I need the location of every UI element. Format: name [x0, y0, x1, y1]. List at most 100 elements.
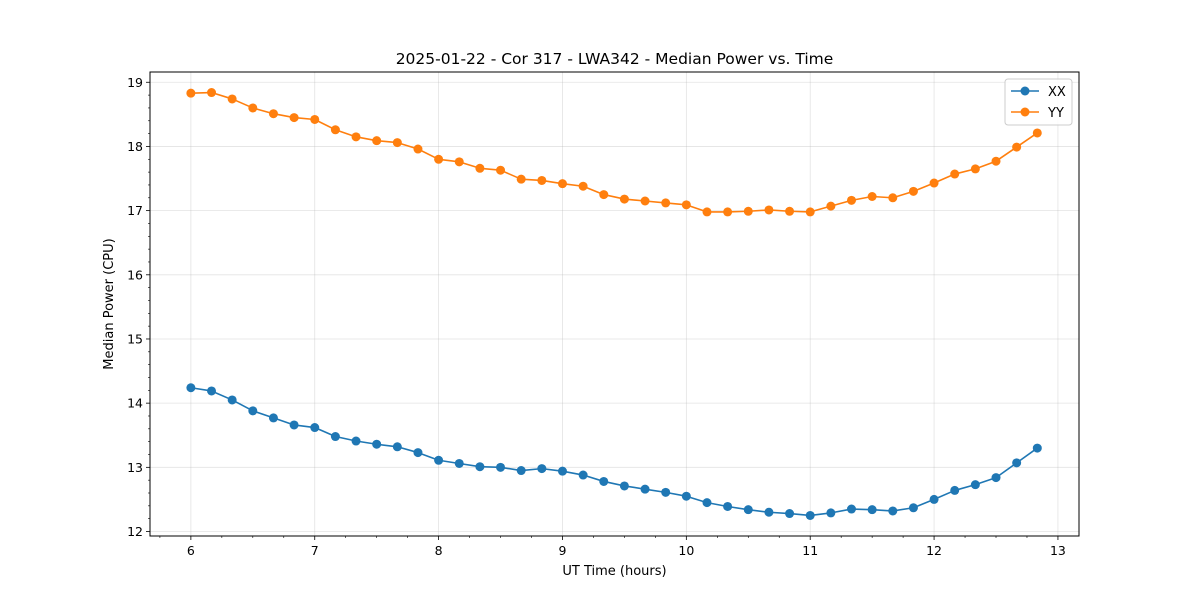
y-tick-label: 14	[127, 396, 143, 411]
data-point-xx	[475, 462, 485, 472]
x-axis: 6 7 8 9 10 11 12 13	[159, 536, 1066, 558]
data-point-yy	[248, 103, 258, 113]
plot-frame	[149, 71, 1080, 537]
x-tick-label: 8	[435, 543, 443, 558]
data-point-yy	[805, 207, 815, 217]
y-tick-label: 17	[127, 203, 143, 218]
data-point-xx	[392, 442, 402, 452]
data-point-yy	[454, 157, 464, 167]
data-point-yy	[372, 136, 382, 146]
data-point-xx	[619, 481, 629, 491]
data-point-yy	[392, 138, 402, 148]
data-point-yy	[516, 174, 526, 184]
data-point-yy	[268, 109, 278, 119]
data-point-yy	[310, 114, 320, 124]
data-point-xx	[970, 480, 980, 490]
x-tick-label: 13	[1050, 543, 1066, 558]
data-point-xx	[929, 494, 939, 504]
data-point-xx	[661, 487, 671, 497]
x-axis-label: UT Time (hours)	[562, 564, 666, 579]
data-point-xx	[599, 476, 609, 486]
series-layer	[186, 88, 1042, 520]
data-point-yy	[496, 165, 506, 175]
data-point-xx	[991, 473, 1001, 483]
x-tick-label: 10	[678, 543, 694, 558]
data-point-yy	[578, 181, 588, 191]
data-point-yy	[227, 94, 237, 104]
data-point-xx	[950, 485, 960, 495]
data-point-yy	[950, 169, 960, 179]
data-point-yy	[991, 156, 1001, 166]
data-point-yy	[619, 194, 629, 204]
data-point-yy	[640, 196, 650, 206]
data-point-xx	[867, 505, 877, 515]
y-tick-label: 15	[127, 331, 143, 346]
x-tick-label: 7	[311, 543, 319, 558]
data-point-xx	[826, 508, 836, 518]
x-tick-label: 9	[558, 543, 566, 558]
data-point-xx	[330, 432, 340, 442]
data-point-xx	[557, 466, 567, 476]
data-point-yy	[207, 88, 217, 98]
x-tick-label: 12	[926, 543, 942, 558]
data-point-xx	[207, 386, 217, 396]
data-point-xx	[516, 466, 526, 476]
data-point-xx	[908, 503, 918, 513]
data-point-yy	[537, 175, 547, 185]
data-point-xx	[289, 420, 299, 430]
data-point-yy	[1032, 128, 1042, 138]
data-point-yy	[475, 163, 485, 173]
data-point-xx	[681, 491, 691, 501]
y-tick-label: 19	[127, 75, 143, 90]
data-point-xx	[702, 498, 712, 508]
data-point-yy	[186, 88, 196, 98]
data-point-yy	[826, 201, 836, 211]
data-point-yy	[330, 125, 340, 135]
data-point-xx	[372, 439, 382, 449]
y-tick-label: 12	[127, 524, 143, 539]
data-point-yy	[289, 113, 299, 123]
y-axis: 12 13 14 15 16 17 18 19	[127, 75, 150, 539]
y-tick-label: 13	[127, 460, 143, 475]
data-point-yy	[351, 132, 361, 142]
data-point-xx	[351, 436, 361, 446]
legend-marker-yy	[1020, 107, 1030, 117]
y-tick-label: 18	[127, 139, 143, 154]
data-point-xx	[434, 455, 444, 465]
data-point-yy	[557, 179, 567, 189]
data-point-xx	[578, 470, 588, 480]
legend-marker-xx	[1020, 86, 1030, 96]
data-point-xx	[227, 395, 237, 405]
data-point-xx	[1012, 458, 1022, 468]
x-tick-label: 6	[187, 543, 195, 558]
data-point-xx	[785, 509, 795, 519]
data-point-yy	[970, 164, 980, 174]
data-point-yy	[785, 206, 795, 216]
data-point-yy	[888, 193, 898, 203]
data-point-xx	[454, 458, 464, 468]
data-point-xx	[537, 464, 547, 474]
data-point-yy	[929, 178, 939, 188]
data-point-yy	[846, 195, 856, 205]
data-point-yy	[723, 207, 733, 217]
data-point-yy	[661, 198, 671, 208]
data-point-xx	[1032, 443, 1042, 453]
legend: XX YY	[1004, 78, 1073, 126]
data-point-yy	[599, 190, 609, 200]
data-point-yy	[764, 205, 774, 215]
data-point-yy	[743, 206, 753, 216]
x-tick-label: 11	[802, 543, 818, 558]
data-point-yy	[434, 154, 444, 164]
y-axis-label: Median Power (CPU)	[102, 238, 117, 369]
data-point-xx	[888, 506, 898, 516]
y-tick-label: 16	[127, 267, 143, 282]
data-point-xx	[310, 423, 320, 433]
data-point-xx	[805, 510, 815, 520]
data-point-xx	[846, 504, 856, 514]
series-xx	[186, 383, 1042, 520]
data-point-yy	[681, 200, 691, 210]
data-point-xx	[413, 448, 423, 458]
data-point-xx	[723, 501, 733, 511]
